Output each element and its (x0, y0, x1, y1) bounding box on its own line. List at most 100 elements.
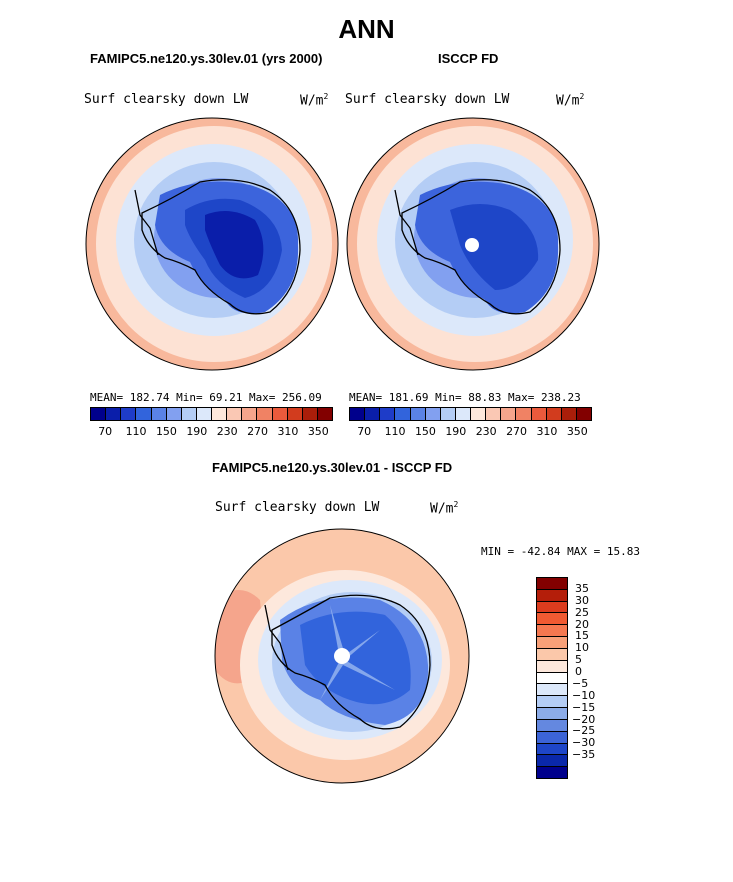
model-colorbar-swatch (302, 408, 318, 420)
page-title: ANN (338, 14, 395, 44)
model-variable-label: Surf clearsky down LW (84, 92, 249, 107)
obs-map-border (346, 117, 600, 371)
diff-colorbar-tick-label: 20 (575, 617, 589, 631)
obs-colorbar-tick-label: 190 (445, 425, 467, 438)
diff-units-label: W/m2 (430, 500, 459, 517)
model-colorbar-tick-label: 270 (247, 425, 269, 438)
model-colorbar-swatch (287, 408, 303, 420)
diff-colorbar-swatch (537, 708, 567, 720)
model-units-label: W/m2 (300, 92, 329, 109)
diff-colorbar-tick-label: 25 (575, 605, 589, 619)
diff-colorbar-tick-label: −15 (572, 700, 596, 714)
obs-units-label: W/m2 (556, 92, 585, 109)
diff-colorbar-tick-label: −10 (572, 688, 596, 702)
diff-panel-header: FAMIPC5.ne120.ys.30lev.01 - ISCCP FD (212, 460, 453, 475)
diff-colorbar-swatch (537, 601, 567, 614)
diff-colorbar-swatch (537, 613, 567, 626)
diff-colorbar-swatch (537, 684, 567, 697)
diff-colorbar-swatch (537, 648, 567, 661)
diff-colorbar-tick-label: 5 (575, 653, 582, 667)
diff-colorbar-tick-label: −25 (572, 724, 596, 738)
model-colorbar-swatch (317, 408, 332, 420)
model-colorbar-labels: 70 110 150 190 230 270 310 350 (90, 425, 333, 439)
model-colorbar-swatch (136, 408, 152, 420)
obs-colorbar-tick-label: 270 (506, 425, 528, 438)
obs-colorbar-swatch (455, 408, 471, 420)
obs-colorbar-swatch (471, 408, 487, 420)
obs-colorbar-swatch (576, 408, 591, 420)
model-colorbar-swatch (272, 408, 288, 420)
obs-map (347, 118, 599, 370)
diff-variable-label: Surf clearsky down LW (215, 500, 380, 515)
diff-colorbar-tick-label: −35 (572, 748, 596, 762)
obs-colorbar-tick-label: 310 (536, 425, 558, 438)
diff-colorbar-swatch (537, 767, 567, 779)
model-colorbar-tick-label: 190 (186, 425, 208, 438)
obs-colorbar-tick-label: 230 (475, 425, 497, 438)
model-colorbar-swatch (106, 408, 122, 420)
diff-colorbar-tick-label: −30 (572, 736, 596, 750)
model-colorbar-swatch (212, 408, 228, 420)
model-map (86, 118, 338, 370)
obs-colorbar-swatch (486, 408, 502, 420)
diff-colorbar-swatch (537, 660, 567, 673)
diff-map-border (214, 528, 470, 784)
obs-colorbar-tick-label: 150 (414, 425, 436, 438)
diff-colorbar-tick-label: 35 (575, 581, 589, 595)
model-colorbar (90, 407, 333, 421)
model-panel-header: FAMIPC5.ne120.ys.30lev.01 (yrs 2000) (90, 51, 323, 66)
diff-colorbar-swatch (537, 637, 567, 649)
model-colorbar-tick-label: 150 (155, 425, 177, 438)
obs-colorbar-swatch (531, 408, 547, 420)
model-colorbar-tick-label: 110 (125, 425, 147, 438)
obs-colorbar-swatch (425, 408, 441, 420)
model-colorbar-tick-label: 70 (98, 425, 113, 438)
diff-colorbar (536, 577, 568, 779)
diff-colorbar-tick-label: 30 (575, 593, 589, 607)
model-colorbar-swatch (91, 408, 107, 420)
model-colorbar-swatch (166, 408, 182, 420)
model-colorbar-tick-label: 230 (216, 425, 238, 438)
diff-colorbar-swatch (537, 672, 567, 685)
obs-colorbar-swatch (365, 408, 381, 420)
model-colorbar-swatch (121, 408, 137, 420)
obs-stats: MEAN= 181.69 Min= 88.83 Max= 238.23 (349, 391, 581, 404)
obs-colorbar-labels: 70 110 150 190 230 270 310 350 (349, 425, 592, 439)
obs-panel-header: ISCCP FD (438, 51, 499, 66)
diff-colorbar-swatch (537, 578, 567, 590)
diff-colorbar-tick-label: −5 (572, 676, 589, 690)
diff-map (215, 529, 469, 783)
model-colorbar-swatch (227, 408, 243, 420)
diff-colorbar-tick-label: 15 (575, 629, 589, 643)
model-colorbar-tick-label: 310 (277, 425, 299, 438)
diff-colorbar-tick-label: −20 (572, 712, 596, 726)
diff-colorbar-tick-label: 0 (575, 665, 582, 679)
diff-colorbar-swatch (537, 589, 567, 602)
obs-colorbar-swatch (395, 408, 411, 420)
obs-colorbar-tick-label: 70 (357, 425, 372, 438)
diff-colorbar-tick-label: 10 (575, 641, 589, 655)
obs-colorbar-tick-label: 110 (384, 425, 406, 438)
model-colorbar-swatch (196, 408, 212, 420)
obs-colorbar-swatch (410, 408, 426, 420)
model-colorbar-swatch (151, 408, 167, 420)
obs-colorbar-swatch (546, 408, 562, 420)
model-stats: MEAN= 182.74 Min= 69.21 Max= 256.09 (90, 391, 322, 404)
obs-colorbar-swatch (501, 408, 517, 420)
model-map-border (85, 117, 339, 371)
obs-colorbar (349, 407, 592, 421)
diff-colorbar-swatch (537, 696, 567, 709)
model-colorbar-swatch (181, 408, 197, 420)
diff-colorbar-swatch (537, 731, 567, 744)
diff-colorbar-swatch (537, 743, 567, 756)
diff-colorbar-swatch (537, 625, 567, 638)
obs-variable-label: Surf clearsky down LW (345, 92, 510, 107)
obs-colorbar-swatch (380, 408, 396, 420)
obs-colorbar-swatch (350, 408, 366, 420)
obs-colorbar-swatch (561, 408, 577, 420)
diff-colorbar-labels: 35 30 25 20 15 10 5 0 −5 −10 −15 −20 −25 −30 −35 (572, 577, 622, 779)
obs-colorbar-swatch (516, 408, 532, 420)
obs-colorbar-tick-label: 350 (566, 425, 588, 438)
obs-colorbar-swatch (440, 408, 456, 420)
model-colorbar-tick-label: 350 (307, 425, 329, 438)
